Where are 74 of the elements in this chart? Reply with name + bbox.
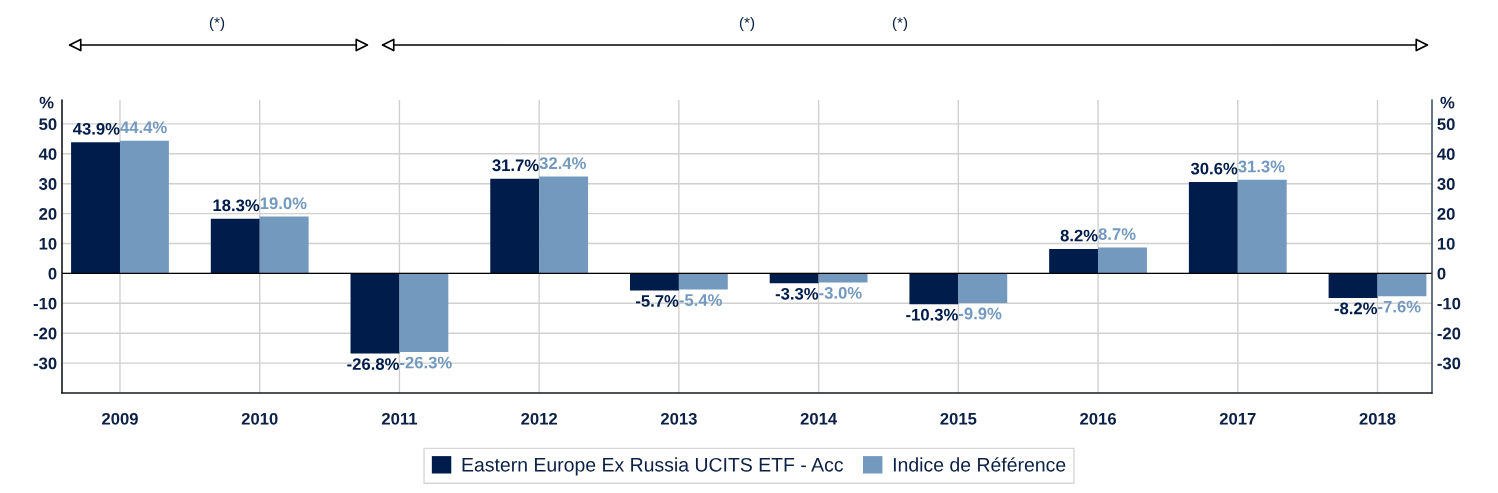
y2-axis-title: % (1440, 96, 1455, 109)
legend-label: Eastern Europe Ex Russia UCITS ETF - Acc (462, 457, 844, 476)
data-label: -26.3% (400, 356, 452, 369)
text: (*) (892, 16, 908, 32)
x-tick-label: 2016 (1080, 412, 1116, 425)
data-label: 43.9% (72, 122, 120, 135)
data-label: -3.3% (775, 287, 819, 300)
bar (1049, 248, 1099, 274)
bar (350, 273, 400, 354)
legend-label: Indice de Référence (893, 457, 1066, 472)
bar (958, 273, 1008, 304)
bar (909, 273, 959, 305)
bar (259, 216, 309, 274)
data-label: -9.9% (958, 307, 1002, 320)
x-tick-label: 2010 (241, 412, 278, 425)
bar (769, 273, 819, 284)
data-label: 31.7% (492, 159, 539, 172)
y2-tick-label: 50 (1437, 118, 1455, 131)
data-label: 8.7% (1098, 228, 1136, 240)
bar (539, 176, 589, 274)
data-label: 30.6% (1190, 162, 1238, 175)
bar (119, 140, 169, 274)
y-tick-label: 40 (38, 148, 57, 161)
y2-tick-label: 10 (1437, 237, 1455, 250)
y-tick-label: -10 (33, 297, 57, 310)
text: (*) (739, 16, 755, 32)
x-tick-label: 2014 (800, 412, 838, 425)
y-axis-title: % (39, 96, 54, 109)
bar (1237, 179, 1287, 274)
y-tick-label: -20 (33, 327, 57, 340)
y-tick-label: 10 (39, 237, 57, 250)
y2-tick-label: 0 (1437, 267, 1446, 280)
x-tick-label: 2011 (381, 412, 418, 425)
y-tick-label: 50 (39, 118, 57, 131)
y-tick-label: -30 (33, 357, 57, 370)
bar (71, 142, 120, 274)
data-label: -26.8% (347, 358, 399, 370)
data-label: -7.6% (1378, 300, 1421, 313)
x-tick-label: 2017 (1219, 412, 1256, 425)
y2-tick-label: 30 (1437, 178, 1455, 190)
data-label: -3.0% (819, 286, 862, 299)
y-tick-label: 30 (38, 178, 57, 190)
bar (399, 273, 449, 353)
y2-tick-label: -10 (1437, 297, 1461, 310)
x-tick-label: 2013 (660, 412, 697, 425)
data-label: 18.3% (213, 199, 260, 212)
data-label: -5.4% (679, 294, 722, 306)
bar (1098, 247, 1147, 274)
data-label: -5.7% (636, 295, 679, 307)
bar (210, 218, 260, 274)
y2-tick-label: -30 (1437, 357, 1461, 370)
bar (629, 273, 679, 291)
y2-tick-label: -20 (1437, 327, 1461, 340)
data-label: -10.3% (906, 308, 958, 321)
data-label: 19.0% (260, 197, 307, 210)
bar (1377, 273, 1427, 297)
x-tick-label: 2018 (1359, 412, 1396, 425)
y2-tick-label: 20 (1437, 208, 1455, 220)
text: (*) (209, 16, 225, 32)
bar (678, 273, 728, 290)
bar (1328, 273, 1378, 298)
y-tick-label: 20 (39, 208, 57, 220)
y2-tick-label: 40 (1437, 148, 1455, 161)
data-label: 31.3% (1238, 160, 1285, 173)
y-tick-label: 0 (48, 267, 57, 280)
data-label: 44.4% (120, 121, 167, 134)
x-tick-label: 2015 (940, 412, 977, 425)
data-label: -8.2% (1334, 302, 1378, 315)
data-label: 32.4% (539, 157, 586, 170)
x-tick-label: 2009 (102, 412, 138, 425)
bar (490, 178, 540, 274)
data-label: 8.2% (1060, 229, 1098, 242)
x-tick-label: 2012 (521, 412, 558, 425)
bar (1188, 181, 1238, 274)
